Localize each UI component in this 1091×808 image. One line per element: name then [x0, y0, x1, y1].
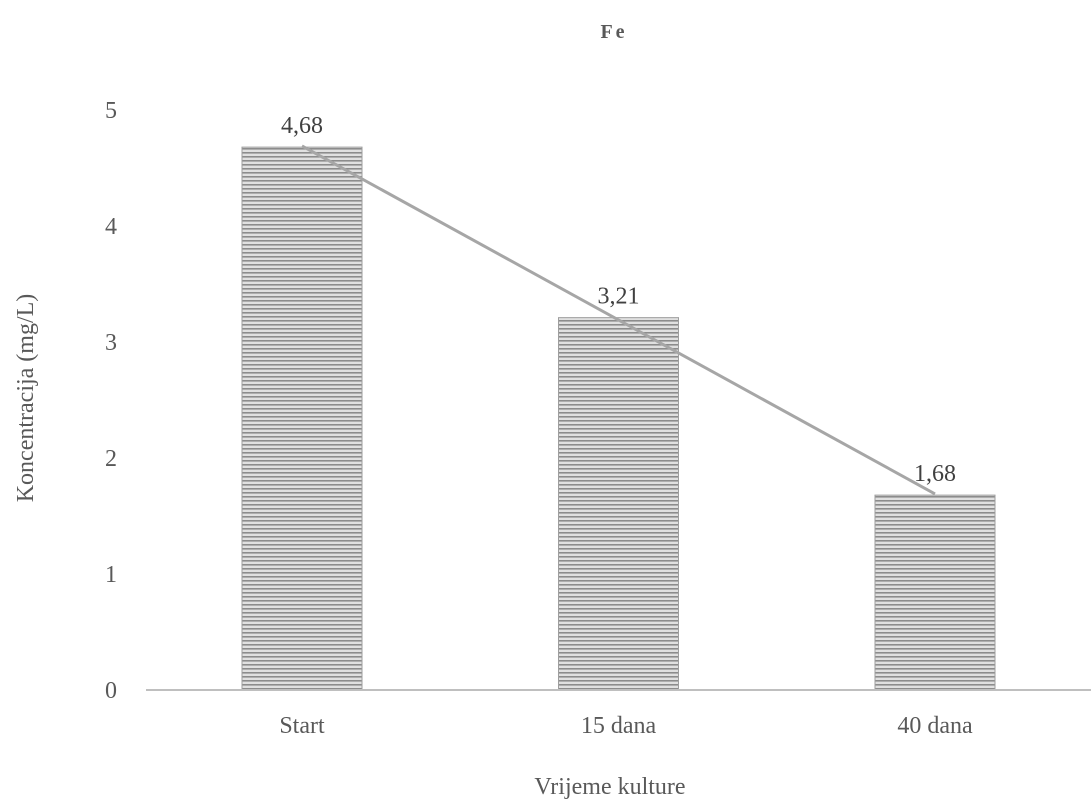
bars	[241, 146, 996, 691]
x-tick-label: 15 dana	[581, 713, 657, 739]
bar	[241, 146, 363, 691]
data-labels: 4,68 3,21 1,68	[281, 113, 956, 487]
y-tick-label: 5	[105, 98, 117, 124]
y-tick-label: 3	[105, 330, 117, 356]
data-label: 3,21	[598, 284, 640, 310]
bar	[558, 317, 679, 691]
y-axis-ticks: 0 1 2 3 4 5	[105, 98, 117, 704]
data-label: 1,68	[914, 461, 956, 487]
y-tick-label: 2	[105, 446, 117, 472]
x-tick-label: 40 dana	[897, 713, 973, 739]
y-tick-label: 4	[105, 214, 117, 240]
y-tick-label: 1	[105, 562, 117, 588]
y-axis-title: Koncentracija (mg/L)	[13, 294, 39, 503]
x-axis-ticks: Start 15 dana 40 dana	[279, 713, 973, 739]
trendline	[301, 144, 936, 496]
bar	[874, 494, 996, 691]
x-tick-label: Start	[279, 713, 325, 739]
chart-title: Fe	[600, 21, 627, 43]
trendline-line	[301, 144, 936, 496]
x-axis-title: Vrijeme kulture	[534, 774, 685, 800]
data-label: 4,68	[281, 113, 323, 139]
y-tick-label: 0	[105, 678, 117, 704]
